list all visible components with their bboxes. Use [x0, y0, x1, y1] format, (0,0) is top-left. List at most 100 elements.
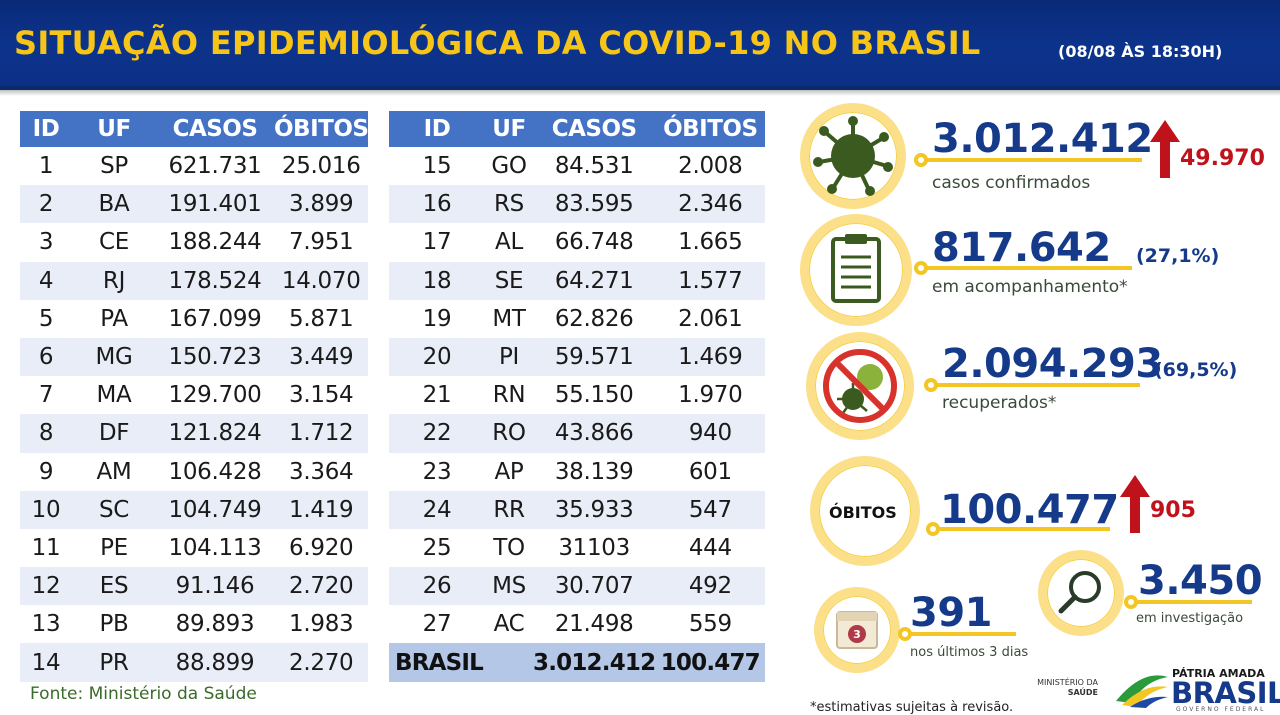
table-row: 4 RJ 178.524 14.070: [20, 261, 369, 300]
header-banner: SITUAÇÃO EPIDEMIOLÓGICA DA COVID-19 NO B…: [0, 0, 1280, 90]
cell-casos: 167.099: [168, 305, 262, 332]
table-row: 6 MG 150.723 3.449: [20, 337, 369, 377]
cell-id: 10: [20, 490, 72, 529]
cell-casos: 188.244: [168, 229, 262, 256]
cell-uf: RO: [485, 414, 533, 453]
connector-line: [1132, 600, 1252, 604]
cell-id: 16: [389, 185, 485, 224]
cell-casos: 121.824: [156, 414, 274, 453]
cell-id: 8: [20, 414, 72, 453]
cell-id: 19: [422, 305, 452, 332]
cell-casos: 59.571: [533, 337, 656, 377]
cell-id: 26: [389, 567, 485, 606]
last3days-value: 391: [910, 590, 993, 636]
table-row: 24 RR 35.933 547: [389, 490, 766, 529]
cell-obitos: 940: [655, 414, 766, 453]
cell-id: 14: [20, 643, 72, 682]
connector-dot: [914, 153, 928, 167]
deaths-delta: 905: [1150, 498, 1196, 523]
confirmed-icon-circle: [800, 103, 906, 209]
monitoring-percent: (27,1%): [1136, 245, 1220, 267]
cell-casos: 178.524: [156, 261, 274, 300]
cell-uf: PR: [72, 643, 156, 682]
cell-obitos: 3.899: [274, 185, 369, 224]
connector-dot: [914, 261, 928, 275]
connector-dot: [926, 522, 940, 536]
total-obitos: 100.477: [655, 643, 766, 682]
col-header-uf: UF: [72, 111, 156, 147]
table-row: 27 AC 21.498 559: [389, 605, 765, 643]
cell-obitos: 1.983: [289, 611, 354, 638]
cell-obitos: 5.871: [289, 305, 354, 332]
cell-obitos: 1.712: [274, 414, 369, 453]
ministry-line2: SAÚDE: [1067, 688, 1098, 697]
last3days-label: nos últimos 3 dias: [910, 645, 1029, 660]
cell-id: 27: [422, 611, 452, 638]
cell-obitos: 7.951: [289, 229, 354, 256]
cell-casos: 38.139: [554, 458, 634, 485]
cell-casos: 62.826: [554, 305, 634, 332]
cell-uf: AL: [495, 229, 523, 256]
table-row: 5 PA 167.099 5.871: [20, 300, 368, 338]
cell-id: 22: [389, 414, 485, 453]
cell-uf: DF: [72, 414, 156, 453]
table-row: 23 AP 38.139 601: [389, 453, 765, 491]
cell-casos: 83.595: [533, 185, 656, 224]
table-row: 1 SP 621.731 25.016: [20, 147, 368, 185]
arrow-up-icon: [1150, 120, 1180, 178]
page-title: SITUAÇÃO EPIDEMIOLÓGICA DA COVID-19 NO B…: [14, 24, 981, 62]
col-header-obitos: ÓBITOS: [274, 111, 369, 147]
cell-obitos: 2.720: [274, 567, 369, 606]
brasil-flag-logo-icon: [1116, 675, 1168, 708]
table-row: 9 AM 106.428 3.364: [20, 453, 368, 491]
source-note: Fonte: Ministério da Saúde: [30, 684, 257, 704]
table-row: 25 TO 31103 444: [389, 529, 765, 567]
cell-id: 7: [38, 382, 54, 409]
cell-uf: RS: [485, 185, 533, 224]
cell-id: 4: [20, 261, 72, 300]
cell-uf: RJ: [72, 261, 156, 300]
cell-uf: PI: [485, 337, 533, 377]
cell-obitos: 547: [655, 490, 766, 529]
cell-uf: ES: [72, 567, 156, 606]
col-header-obitos: ÓBITOS: [655, 111, 766, 147]
cell-obitos: 14.070: [274, 261, 369, 300]
cell-obitos: 444: [688, 534, 732, 561]
cell-casos: 129.700: [168, 382, 262, 409]
cell-uf: MG: [72, 337, 156, 377]
cell-casos: 150.723: [156, 337, 274, 377]
cell-obitos: 2.061: [678, 305, 743, 332]
col-header-id: ID: [20, 111, 72, 147]
ministry-logo: MINISTÉRIO DA SAÚDE: [1028, 678, 1098, 698]
monitoring-icon-circle: [800, 214, 912, 326]
cell-casos: 91.146: [156, 567, 274, 606]
cell-id: 25: [422, 534, 452, 561]
cell-id: 3: [38, 229, 54, 256]
calendar-number: 3: [853, 628, 861, 641]
table-row: 19 MT 62.826 2.061: [389, 300, 765, 338]
arrow-up-icon: [1120, 475, 1150, 533]
table-row: 14 PR 88.899 2.270: [20, 643, 369, 682]
cell-id: 2: [20, 185, 72, 224]
cell-obitos: 601: [688, 458, 732, 485]
table-row: 16 RS 83.595 2.346: [389, 185, 766, 224]
clipboard-icon: [831, 234, 881, 303]
cell-casos: 31103: [558, 534, 630, 561]
col-header-uf: UF: [485, 111, 533, 147]
cell-uf: AC: [493, 611, 525, 638]
cell-casos: 104.113: [168, 534, 262, 561]
states-table-left: ID UF CASOS ÓBITOS 1 SP 621.731 25.016 2 BA 19…: [20, 111, 369, 682]
cell-casos: 106.428: [168, 458, 262, 485]
footnote: *estimativas sujeitas à revisão.: [810, 700, 1014, 715]
connector-line: [922, 158, 1142, 162]
total-casos: 3.012.412: [533, 643, 656, 682]
cell-id: 18: [389, 261, 485, 300]
header-shadow: [0, 90, 1280, 96]
cell-casos: 84.531: [554, 153, 634, 180]
table-row: 26 MS 30.707 492: [389, 567, 766, 606]
connector-dot: [924, 378, 938, 392]
cell-obitos: 1.419: [274, 490, 369, 529]
monitoring-label: em acompanhamento*: [932, 277, 1128, 297]
deaths-circle: [810, 456, 920, 566]
cell-uf: MS: [485, 567, 533, 606]
